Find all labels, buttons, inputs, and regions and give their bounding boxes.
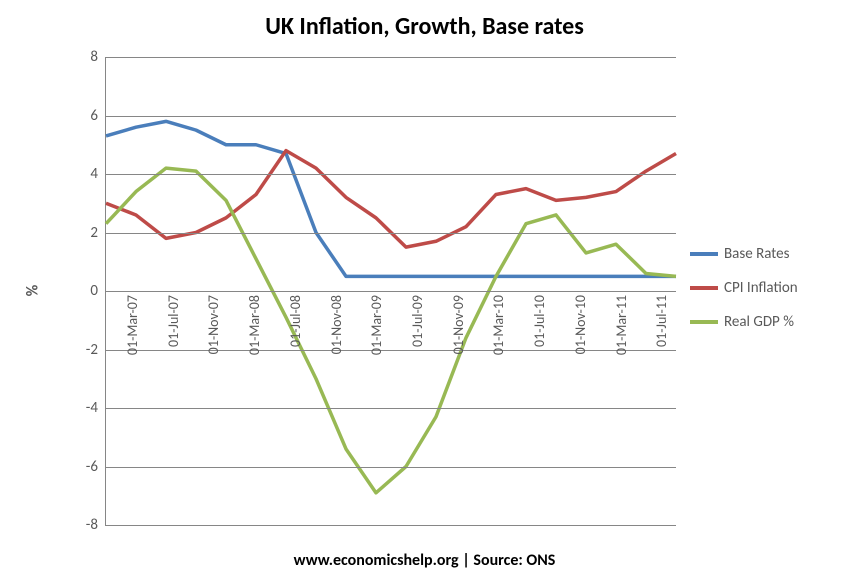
legend-swatch bbox=[690, 320, 718, 324]
gridline bbox=[106, 408, 676, 409]
legend: Base Rates CPI Inflation Real GDP % bbox=[690, 245, 798, 347]
legend-label: CPI Inflation bbox=[724, 279, 798, 297]
chart-title: UK Inflation, Growth, Base rates bbox=[0, 12, 849, 41]
ytick-label: 4 bbox=[90, 165, 98, 183]
ytick-label: 8 bbox=[90, 48, 98, 66]
ytick-label: -8 bbox=[86, 516, 98, 534]
legend-item: Base Rates bbox=[690, 245, 798, 263]
legend-label: Real GDP % bbox=[724, 313, 794, 331]
ytick-label: -2 bbox=[86, 341, 98, 359]
ytick-label: 6 bbox=[90, 107, 98, 125]
series-line bbox=[106, 168, 676, 493]
legend-swatch bbox=[690, 286, 718, 290]
chart-container: UK Inflation, Growth, Base rates -8-6-4-… bbox=[0, 0, 849, 578]
gridline bbox=[106, 233, 676, 234]
gridline bbox=[106, 116, 676, 117]
gridline bbox=[106, 174, 676, 175]
gridline bbox=[106, 350, 676, 351]
chart-footer: www.economicshelp.org | Source: ONS bbox=[0, 551, 849, 570]
ytick-label: -6 bbox=[86, 458, 98, 476]
legend-swatch bbox=[690, 252, 718, 256]
gridline bbox=[106, 57, 676, 58]
ytick-label: 0 bbox=[90, 282, 98, 300]
legend-item: CPI Inflation bbox=[690, 279, 798, 297]
gridline bbox=[106, 467, 676, 468]
ytick-label: -4 bbox=[86, 399, 98, 417]
ytick-label: 2 bbox=[90, 224, 98, 242]
gridline bbox=[106, 291, 676, 292]
legend-item: Real GDP % bbox=[690, 313, 798, 331]
y-axis-label: % bbox=[23, 285, 42, 297]
plot-area: -8-6-4-20246801-Mar-0701-Jul-0701-Nov-07… bbox=[105, 57, 676, 526]
legend-label: Base Rates bbox=[724, 245, 789, 263]
